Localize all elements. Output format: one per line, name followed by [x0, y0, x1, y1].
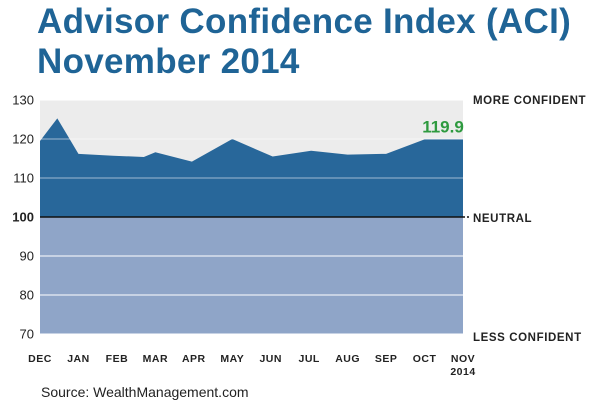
- y-tick-120: 120: [12, 132, 34, 147]
- x-tick-apr: APR: [182, 353, 206, 365]
- x-tick-2014: 2014: [450, 366, 475, 378]
- x-tick-feb: FEB: [106, 353, 129, 365]
- x-tick-oct: OCT: [413, 353, 437, 365]
- label-more-confident: MORE CONFIDENT: [473, 95, 586, 107]
- chart-title: Advisor Confidence Index (ACI) November …: [37, 2, 571, 82]
- aci-chart: 70 80 90 100 110 120 130 DEC JAN FEB MAR APR MAY JUN…: [12, 93, 586, 379]
- y-tick-130: 130: [12, 93, 34, 108]
- x-tick-aug: AUG: [335, 353, 360, 365]
- x-tick-may: MAY: [220, 353, 244, 365]
- y-tick-80: 80: [20, 288, 34, 303]
- y-tick-110: 110: [13, 171, 34, 186]
- label-neutral: NEUTRAL: [473, 213, 532, 225]
- y-tick-100: 100: [12, 210, 34, 225]
- label-less-confident: LESS CONFIDENT: [473, 332, 582, 344]
- x-tick-jul: JUL: [299, 353, 320, 365]
- last-value-label: 119.9: [422, 117, 464, 136]
- x-tick-nov: NOV: [451, 353, 475, 365]
- x-tick-dec: DEC: [28, 353, 52, 365]
- source-note: Source: WealthManagement.com: [41, 384, 249, 400]
- x-tick-jan: JAN: [67, 353, 90, 365]
- title-line-2: November 2014: [37, 42, 300, 81]
- y-tick-90: 90: [20, 249, 34, 264]
- title-line-1: Advisor Confidence Index (ACI): [37, 2, 572, 41]
- x-tick-sep: SEP: [375, 353, 398, 365]
- aci-area: [40, 118, 463, 217]
- x-tick-mar: MAR: [143, 353, 168, 365]
- below-neutral-band: [40, 217, 463, 334]
- x-tick-jun: JUN: [259, 353, 282, 365]
- y-tick-70: 70: [20, 327, 34, 342]
